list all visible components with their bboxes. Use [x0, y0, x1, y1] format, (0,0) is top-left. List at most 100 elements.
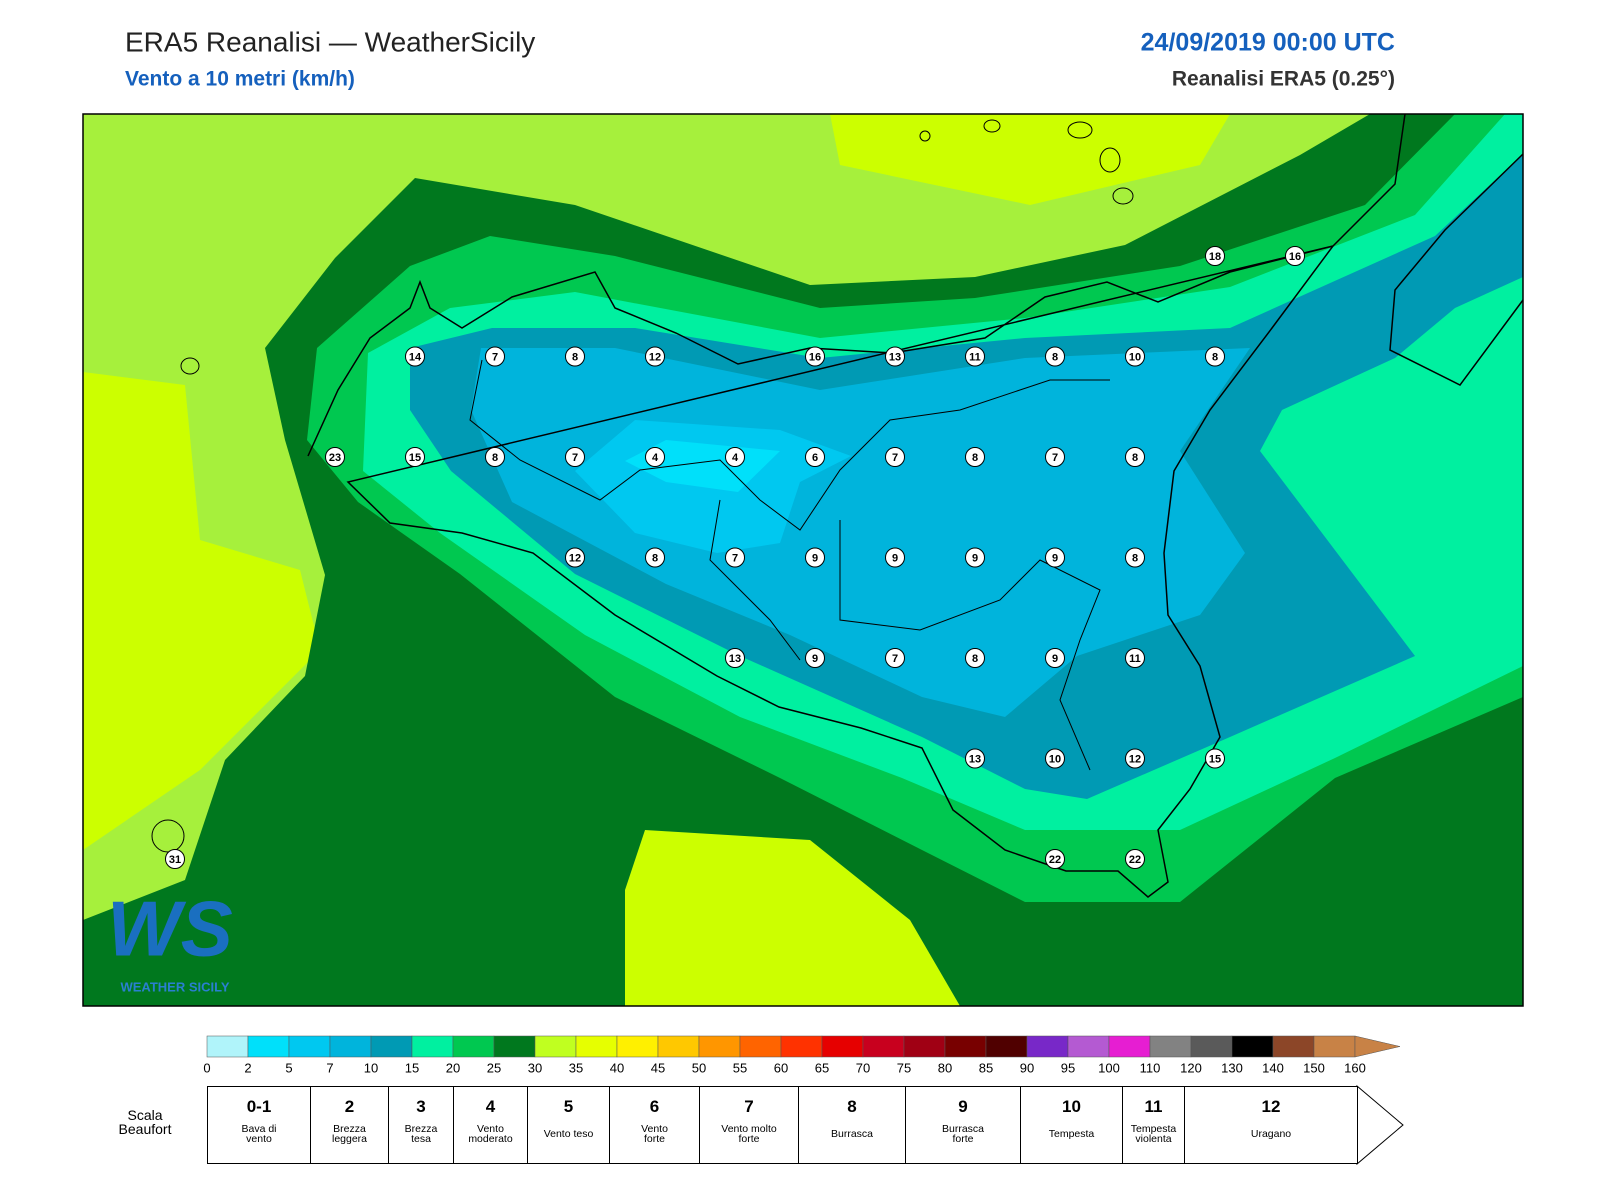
- colorbar-tick-label: 75: [897, 1060, 911, 1075]
- colorbar-segment: [944, 1035, 987, 1058]
- station-marker: [965, 346, 985, 367]
- station-value: 15: [409, 452, 421, 464]
- colorbar-tick-label: 90: [1020, 1060, 1034, 1075]
- colorbar-segment: [1108, 1035, 1151, 1058]
- beaufort-arrow: [1356, 1084, 1404, 1166]
- station-value: 16: [1289, 251, 1301, 263]
- beaufort-box: 5 Vento teso: [527, 1086, 610, 1164]
- station-marker: [805, 648, 825, 668]
- station-marker: [1125, 346, 1145, 367]
- station-value: 10: [1129, 351, 1141, 363]
- colorbar-tick-label: 100: [1098, 1060, 1120, 1075]
- station-marker: [645, 547, 665, 568]
- colorbar-tick-label: 5: [285, 1060, 292, 1075]
- station-value: 8: [1132, 552, 1138, 564]
- colorbar-segment: [1272, 1035, 1315, 1058]
- station-marker: [1125, 447, 1145, 467]
- beaufort-force: 9: [958, 1097, 968, 1116]
- colorbar: 0 2 5 7 10 15 20 25 30 35 40 45 50 55 60 65 70 75 80 85 90 95…: [203, 1035, 1401, 1075]
- source: Reanalisi ERA5 (0.25°): [1172, 68, 1395, 91]
- station-marker: [725, 648, 745, 668]
- colorbar-tick-label: 10: [364, 1060, 378, 1075]
- colorbar-tick-label: 85: [979, 1060, 993, 1075]
- colorbar-tick-label: 110: [1140, 1060, 1161, 1075]
- stations: 18 16 14 7 8 12 16 13 11 8 10 8 23 15 8 7 4 4 6 7 8 7 8 12 8 7 9 9 9…: [165, 246, 1305, 869]
- beaufort-force: 3: [416, 1097, 426, 1116]
- colorbar-tick-label: 35: [569, 1060, 583, 1075]
- colorbar-tick-label: 150: [1303, 1060, 1325, 1075]
- station-value: 9: [1052, 653, 1058, 665]
- station-value: 22: [1129, 854, 1141, 866]
- station-marker: [1045, 648, 1065, 668]
- colorbar-segment: [862, 1035, 905, 1058]
- station-marker: [885, 346, 905, 367]
- station-marker: [965, 547, 985, 568]
- colorbar-segment: [903, 1035, 946, 1058]
- beaufort-title: Scala Beaufort: [118, 1107, 172, 1137]
- station-marker: [885, 447, 905, 467]
- station-marker: [885, 648, 905, 668]
- date: 24/09/2019 00:00 UTC: [1141, 29, 1395, 57]
- colorbar-tick-label: 25: [487, 1060, 501, 1075]
- station-marker: [965, 447, 985, 467]
- station-value: 8: [652, 552, 658, 564]
- colorbar-tick-label: 50: [692, 1060, 706, 1075]
- colorbar-segment: [411, 1035, 454, 1058]
- colorbar-tick-label: 40: [610, 1060, 624, 1075]
- station-value: 4: [652, 452, 659, 464]
- map: WS WEATHER SICILY: [82, 113, 1524, 1007]
- beaufort-force: 6: [649, 1097, 660, 1116]
- station-marker: [405, 346, 425, 367]
- station-value: 12: [569, 552, 581, 564]
- beaufort-box: 7 Vento molto forte: [699, 1086, 799, 1164]
- beaufort-label: Bava di vento: [241, 1123, 277, 1145]
- colorbar-segment: [1313, 1035, 1356, 1058]
- colorbar-segment: [575, 1035, 618, 1058]
- beaufort-force: 10: [1062, 1097, 1081, 1116]
- beaufort-box: 0-1 Bava di vento: [207, 1086, 311, 1164]
- station-value: 8: [492, 452, 498, 464]
- beaufort-label: Uragano: [1250, 1128, 1292, 1140]
- colorbar-tick-label: 160: [1344, 1060, 1366, 1075]
- station-value: 9: [892, 552, 898, 564]
- station-marker: [1045, 547, 1065, 568]
- station-value: 14: [409, 351, 422, 363]
- colorbar-segment: [329, 1035, 372, 1058]
- station-value: 9: [812, 653, 818, 665]
- colorbar-segment: [370, 1035, 413, 1058]
- colorbar-segment: [739, 1035, 782, 1058]
- station-marker: [645, 447, 665, 467]
- station-marker: [485, 346, 505, 367]
- beaufort-box: 4 Vento moderato: [453, 1086, 528, 1164]
- station-marker: [725, 447, 745, 467]
- station-value: 7: [492, 351, 498, 363]
- beaufort-force: 11: [1144, 1097, 1163, 1116]
- beaufort-force: 0-1: [246, 1097, 272, 1116]
- station-value: 13: [889, 351, 901, 363]
- colorbar-segment: [1149, 1035, 1192, 1058]
- colorbar-tick-label: 60: [774, 1060, 788, 1075]
- subtitle: Vento a 10 metri (km/h): [125, 68, 355, 91]
- station-marker: [645, 346, 665, 367]
- beaufort-force: 4: [485, 1097, 496, 1116]
- station-marker: [1205, 246, 1225, 266]
- colorbar-segment: [493, 1035, 536, 1058]
- station-value: 13: [729, 653, 741, 665]
- beaufort-label: Vento forte: [641, 1123, 668, 1145]
- station-marker: [1205, 346, 1225, 367]
- station-value: 6: [812, 452, 818, 464]
- station-value: 11: [1129, 653, 1141, 665]
- station-value: 8: [972, 653, 978, 665]
- colorbar-arrow: [1354, 1035, 1401, 1058]
- station-marker: [1045, 849, 1065, 869]
- beaufort-box: 6 Vento forte: [609, 1086, 700, 1164]
- beaufort-label: Vento moderato: [468, 1123, 513, 1145]
- station-marker: [485, 447, 505, 467]
- station-marker: [1045, 346, 1065, 367]
- station-value: 18: [1209, 251, 1221, 263]
- colorbar-segment: [247, 1035, 290, 1058]
- colorbar-tick-label: 45: [651, 1060, 665, 1075]
- station-value: 8: [972, 452, 978, 464]
- station-value: 7: [732, 552, 738, 564]
